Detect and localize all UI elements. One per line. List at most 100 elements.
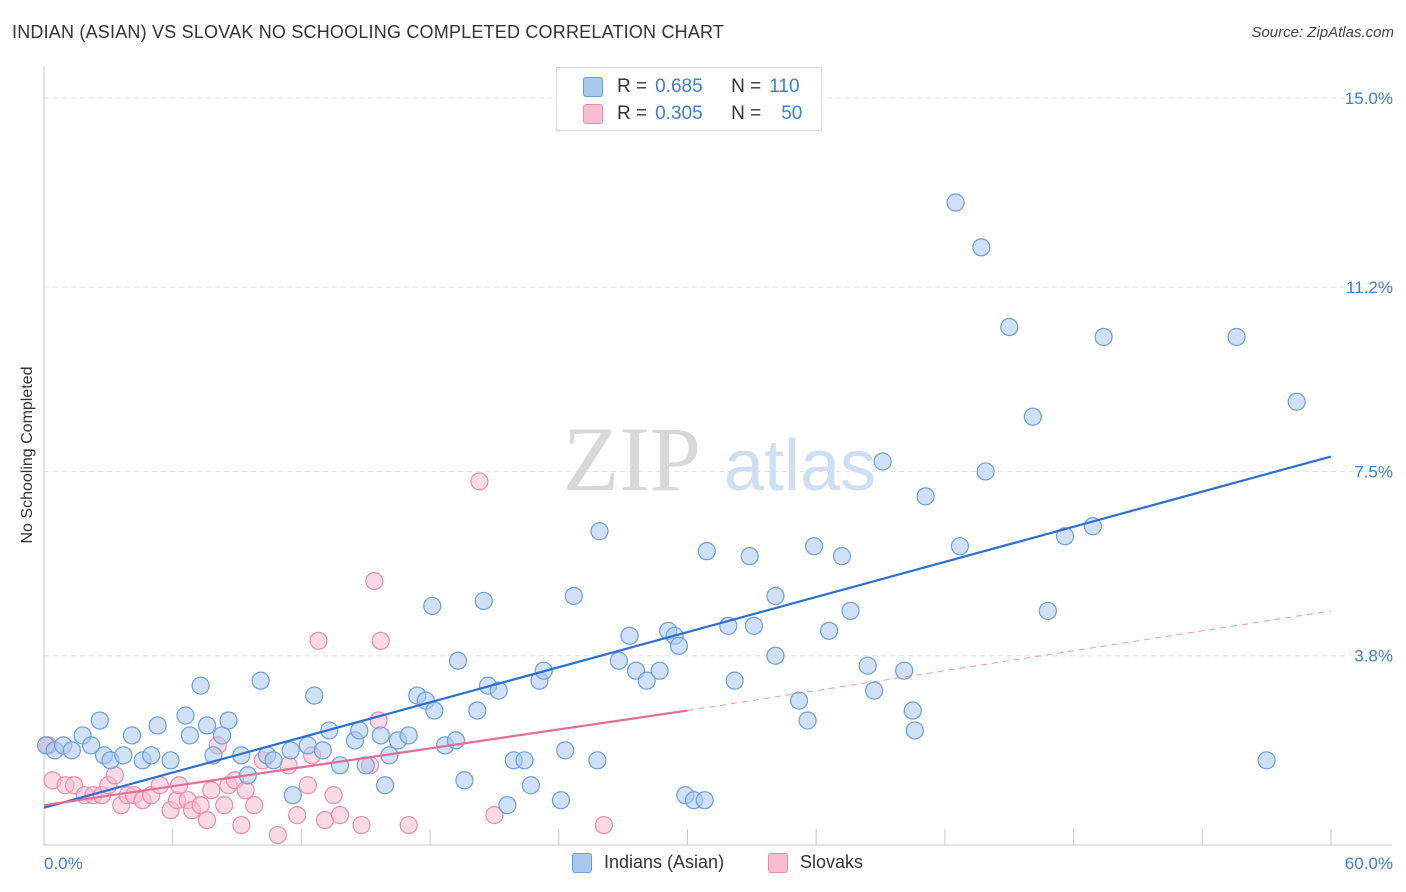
indians-point <box>725 671 744 690</box>
indians-point <box>564 586 583 606</box>
indians-point <box>313 741 332 760</box>
indians-point <box>448 651 468 670</box>
indians-point <box>789 691 809 710</box>
indians-point <box>161 751 180 770</box>
indians-point <box>637 671 656 690</box>
indians-point <box>298 736 317 755</box>
indians-point <box>212 726 232 745</box>
indians-point <box>819 621 839 640</box>
indians-point <box>515 751 534 770</box>
indians-point <box>489 681 508 700</box>
n-label: N = <box>731 103 762 124</box>
slovaks-point <box>315 810 335 830</box>
y-tick-label: 15.0% <box>1345 89 1393 108</box>
indians-point <box>251 671 270 690</box>
indians-point <box>176 706 195 725</box>
legend-label-slovaks: Slovaks <box>800 852 864 872</box>
indians-point <box>650 661 669 680</box>
indians-point <box>620 626 639 645</box>
indians-point <box>1023 407 1042 426</box>
indians-point <box>697 542 716 561</box>
indians-point <box>865 681 884 700</box>
slovaks-point <box>202 781 221 800</box>
indians-point <box>474 591 493 611</box>
indians-point <box>122 726 142 745</box>
indians-point <box>695 791 714 810</box>
slovaks-swatch <box>583 104 603 124</box>
indians-point <box>283 786 302 805</box>
indians-point <box>498 796 517 815</box>
indians-point <box>219 711 238 730</box>
trend-lines <box>43 455 1332 809</box>
indians-point <box>180 726 199 745</box>
slovaks-legend-swatch <box>768 852 788 873</box>
slovaks-point <box>330 806 350 825</box>
indians-point <box>62 741 81 760</box>
indians-legend-swatch <box>572 852 592 873</box>
y-tick-label: 7.5% <box>1354 462 1393 481</box>
slovaks-point <box>245 796 264 815</box>
slovaks-point <box>485 806 504 825</box>
slovaks-point <box>279 756 298 775</box>
indians-point <box>82 736 101 755</box>
indians-point <box>521 776 541 795</box>
indians-point <box>148 716 167 735</box>
y-tick-label: 3.8% <box>1354 647 1393 666</box>
slovaks-point <box>352 815 371 835</box>
watermark: ZIP atlas <box>563 408 876 510</box>
indians-point <box>905 721 924 740</box>
stats-row-slovaks: R = 0.305 N = 50 <box>557 101 802 127</box>
slovaks-point <box>594 815 613 835</box>
slovaks-point <box>298 776 317 795</box>
slovaks-point <box>288 806 307 825</box>
indians-point <box>371 726 390 745</box>
indians-point <box>841 601 860 621</box>
indians-point <box>873 452 892 471</box>
slovaks-point <box>371 631 390 650</box>
indians-point <box>423 596 442 616</box>
slovaks-point <box>324 786 343 805</box>
n-value: 110 <box>769 76 800 97</box>
chart-title: INDIAN (ASIAN) VS SLOVAK NO SCHOOLING CO… <box>12 22 725 42</box>
indians-point <box>114 746 133 765</box>
x-tick-label: 0.0% <box>44 854 83 873</box>
legend-item-slovaks[interactable]: Slovaks <box>768 852 863 873</box>
slovaks-point <box>197 810 217 830</box>
indians-point <box>90 711 109 730</box>
indians-point <box>858 656 877 675</box>
indians-point <box>916 487 935 506</box>
slovaks-point <box>399 815 418 835</box>
indians-point <box>1055 527 1075 546</box>
indians-point <box>766 646 785 665</box>
indians-point <box>197 716 217 735</box>
slovaks-point <box>215 796 234 815</box>
indians-point <box>142 746 161 765</box>
r-value: 0.685 <box>655 76 703 97</box>
slovaks-trend-extension <box>687 610 1332 712</box>
indians-point <box>804 537 824 556</box>
indians-point <box>330 756 350 775</box>
stats-legend: R = 0.685 N = 110 R = 0.305 N = 50 <box>556 67 822 131</box>
indians-point <box>425 701 444 720</box>
slovaks-point <box>309 631 328 650</box>
indians-point <box>609 651 628 670</box>
indians-point <box>1257 751 1276 770</box>
indians-point <box>798 711 817 730</box>
indians-swatch <box>583 77 603 97</box>
slovaks-point <box>105 766 124 785</box>
slovaks-point <box>236 781 255 800</box>
watermark-zip: ZIP <box>563 408 701 510</box>
tick-labels: 3.8% 7.5% 11.2% 15.0% 0.0% 60.0% <box>44 89 1393 873</box>
indians-point <box>305 686 324 705</box>
indians-point <box>375 776 395 795</box>
legend-item-indians[interactable]: Indians (Asian) <box>572 852 724 873</box>
gridlines <box>44 97 1392 657</box>
indians-point <box>556 741 575 760</box>
r-label: R = <box>617 76 648 97</box>
indians-point <box>976 462 995 481</box>
indians-point <box>895 661 914 680</box>
indians-point <box>946 193 965 212</box>
indians-point <box>551 791 571 810</box>
slovaks-point <box>470 472 489 491</box>
